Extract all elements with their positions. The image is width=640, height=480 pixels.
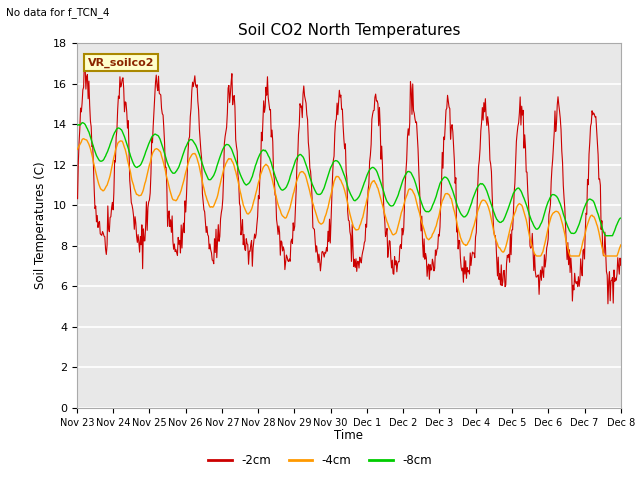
Text: VR_soilco2: VR_soilco2 — [88, 58, 154, 68]
Legend: -2cm, -4cm, -8cm: -2cm, -4cm, -8cm — [204, 449, 436, 472]
Y-axis label: Soil Temperatures (C): Soil Temperatures (C) — [35, 162, 47, 289]
Title: Soil CO2 North Temperatures: Soil CO2 North Temperatures — [237, 23, 460, 38]
X-axis label: Time: Time — [334, 429, 364, 442]
Text: No data for f_TCN_4: No data for f_TCN_4 — [6, 7, 110, 18]
